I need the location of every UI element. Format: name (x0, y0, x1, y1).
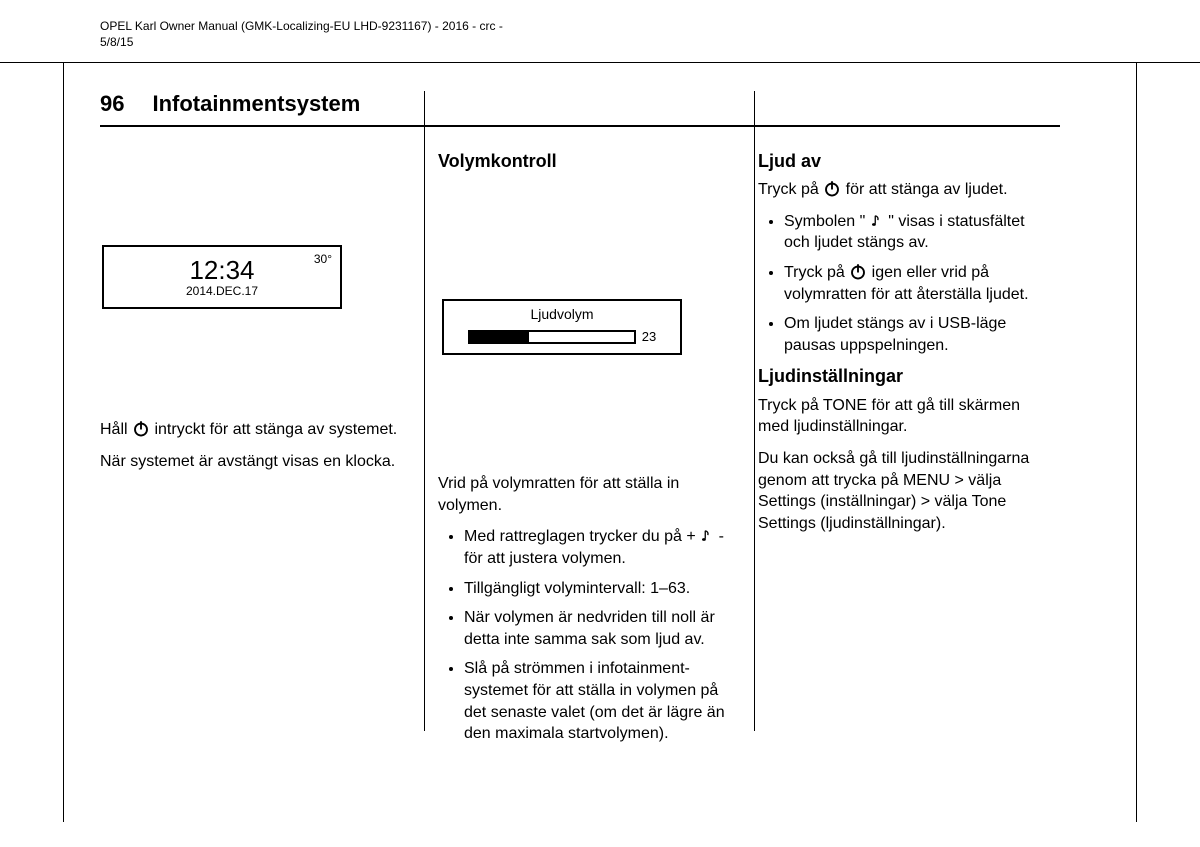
text: för att stänga av ljudet. (846, 181, 1008, 198)
column-3: Ljud av Tryck på för att stänga av ljude… (740, 149, 1060, 753)
crop-mark-left (0, 63, 64, 822)
heading-ljudinstallningar: Ljudinställningar (758, 364, 1046, 388)
list-item: När volymen är nedvriden till noll är de… (464, 607, 726, 650)
list-item: Symbolen " " visas i status­fältet och l… (784, 211, 1046, 254)
doc-meta: OPEL Karl Owner Manual (GMK-Localizing-E… (100, 18, 503, 50)
list-item: Slå på strömmen i infotainment­systemet … (464, 658, 726, 744)
col1-para-1: Håll intryckt för att stänga av systemet… (100, 419, 406, 441)
col3-para-2: Tryck på TONE för att gå till skärmen me… (758, 395, 1046, 438)
page-content: 96 Infotainmentsystem 30° 12:34 2014.DEC… (100, 91, 1060, 753)
text: Symbolen " (784, 213, 865, 230)
col2-para-1: Vrid på volymratten för att ställa in vo… (438, 473, 726, 516)
column-2: Volymkontroll Ljudvolym 23 Vrid på volym… (420, 149, 740, 753)
volume-bar-wrap: 23 (452, 328, 672, 346)
clock-display: 30° 12:34 2014.DEC.17 (102, 245, 342, 309)
power-icon (132, 419, 150, 437)
music-note-icon (870, 213, 884, 227)
volume-value: 23 (642, 328, 656, 346)
page-header: 96 Infotainmentsystem (100, 91, 1060, 127)
col1-para-2: När systemet är avstängt visas en klocka… (100, 451, 406, 473)
power-icon (823, 179, 841, 197)
text: Tryck på (784, 264, 849, 281)
page-number: 96 (100, 91, 124, 117)
heading-volymkontroll: Volymkontroll (438, 149, 726, 173)
col3-list: Symbolen " " visas i status­fältet och l… (758, 211, 1046, 357)
clock-date: 2014.DEC.17 (112, 283, 332, 299)
columns: 30° 12:34 2014.DEC.17 Håll intryckt för … (100, 149, 1060, 753)
clock-time: 12:34 (112, 257, 332, 283)
text: Håll (100, 421, 132, 438)
text: Med rattreglagen trycker du på + (464, 528, 700, 545)
list-item: Tillgängligt volymintervall: 1–63. (464, 578, 726, 600)
col3-para-1: Tryck på för att stänga av ljudet. (758, 179, 1046, 201)
music-note-icon (700, 528, 714, 542)
page-title: Infotainmentsystem (152, 91, 360, 117)
column-1: 30° 12:34 2014.DEC.17 Håll intryckt för … (100, 149, 420, 753)
volume-display: Ljudvolym 23 (442, 299, 682, 355)
volume-bar (468, 330, 636, 344)
list-item: Tryck på igen eller vrid på volymratten … (784, 262, 1046, 305)
meta-line-2: 5/8/15 (100, 34, 503, 50)
page-frame: 96 Infotainmentsystem 30° 12:34 2014.DEC… (0, 62, 1200, 822)
meta-line-1: OPEL Karl Owner Manual (GMK-Localizing-E… (100, 18, 503, 34)
col2-list: Med rattreglagen trycker du på + - för a… (438, 526, 726, 744)
power-icon (849, 262, 867, 280)
list-item: Med rattreglagen trycker du på + - för a… (464, 526, 726, 569)
crop-mark-right (1136, 63, 1200, 822)
heading-ljud-av: Ljud av (758, 149, 1046, 173)
volume-label: Ljudvolym (452, 305, 672, 324)
text: intryckt för att stänga av systemet. (154, 421, 397, 438)
list-item: Om ljudet stängs av i USB-läge pausas up… (784, 313, 1046, 356)
clock-temp: 30° (314, 251, 332, 267)
text: Tryck på (758, 181, 823, 198)
col3-para-3: Du kan också gå till ljudinställning­arn… (758, 448, 1046, 534)
volume-fill (470, 332, 529, 342)
